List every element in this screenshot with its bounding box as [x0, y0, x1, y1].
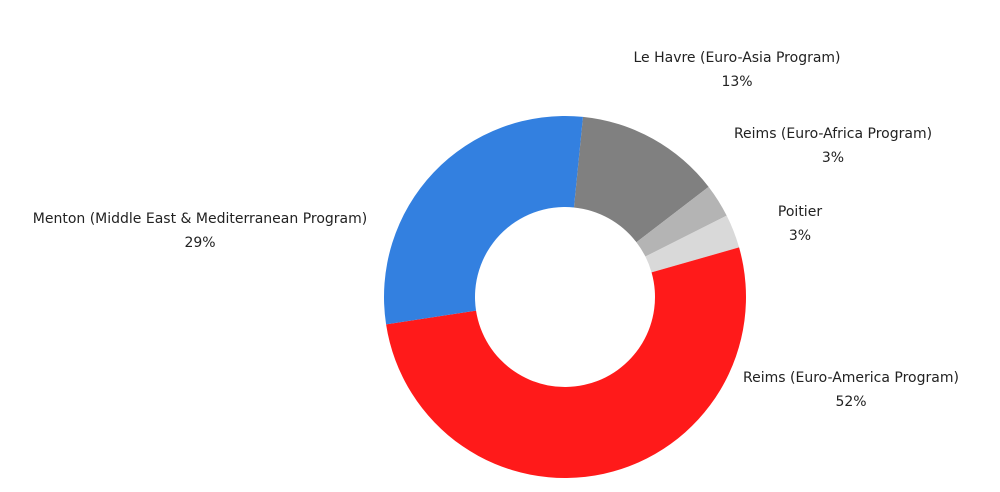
donut-slice — [645, 215, 740, 273]
slice-label: Reims (Euro-America Program) — [743, 370, 959, 386]
slice-label: Le Havre (Euro-Asia Program) — [633, 50, 840, 66]
slice-label: Menton (Middle East & Mediterranean Prog… — [33, 211, 367, 227]
slice-label: Reims (Euro-Africa Program) — [734, 126, 932, 142]
slice-value-label: 3% — [789, 228, 811, 244]
slice-label: Poitier — [778, 204, 822, 220]
donut-slice — [573, 116, 709, 243]
slice-value-label: 29% — [184, 235, 215, 251]
donut-slice — [636, 186, 727, 257]
donut-slice — [386, 247, 746, 478]
slice-value-label: 3% — [822, 150, 844, 166]
slice-value-label: 52% — [835, 394, 866, 410]
donut-slice — [384, 115, 583, 325]
slice-value-label: 13% — [721, 74, 752, 90]
